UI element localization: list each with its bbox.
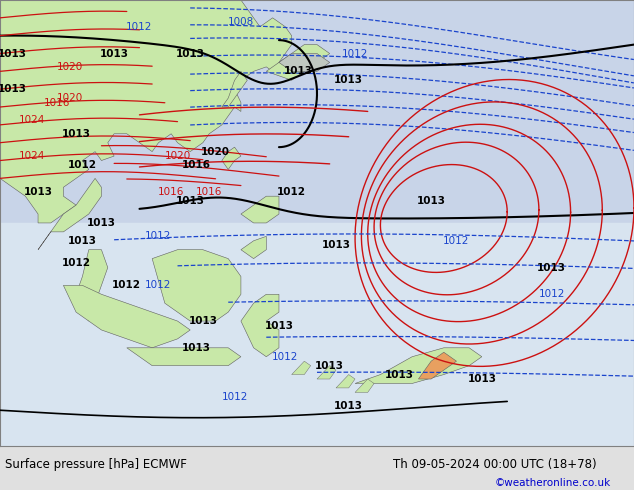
Polygon shape bbox=[241, 196, 279, 223]
Text: 1012: 1012 bbox=[112, 280, 141, 291]
Text: ©weatheronline.co.uk: ©weatheronline.co.uk bbox=[495, 478, 611, 488]
Text: 1013: 1013 bbox=[264, 320, 294, 331]
Polygon shape bbox=[222, 72, 247, 107]
Polygon shape bbox=[222, 147, 241, 170]
Polygon shape bbox=[76, 250, 108, 321]
Text: 1024: 1024 bbox=[18, 151, 45, 161]
Text: 1013: 1013 bbox=[334, 401, 363, 411]
Polygon shape bbox=[0, 0, 292, 223]
Text: 1013: 1013 bbox=[315, 361, 344, 370]
Text: 1020: 1020 bbox=[201, 147, 230, 157]
Polygon shape bbox=[317, 366, 336, 379]
Text: Surface pressure [hPa] ECMWF: Surface pressure [hPa] ECMWF bbox=[5, 458, 187, 471]
Text: 1013: 1013 bbox=[87, 218, 116, 228]
Polygon shape bbox=[279, 53, 330, 72]
Polygon shape bbox=[292, 361, 311, 374]
Polygon shape bbox=[127, 348, 241, 366]
Polygon shape bbox=[63, 285, 190, 348]
Text: 1012: 1012 bbox=[538, 289, 565, 299]
Text: 1013: 1013 bbox=[182, 343, 211, 353]
Text: 1013: 1013 bbox=[417, 196, 446, 206]
Text: 1016: 1016 bbox=[182, 160, 211, 170]
Text: 1013: 1013 bbox=[68, 236, 97, 246]
Text: 1013: 1013 bbox=[61, 129, 91, 139]
Text: 1020: 1020 bbox=[56, 62, 83, 72]
Text: 1012: 1012 bbox=[342, 49, 368, 58]
Text: 1013: 1013 bbox=[100, 49, 129, 58]
Text: 1016: 1016 bbox=[158, 187, 184, 197]
Polygon shape bbox=[355, 379, 374, 392]
Text: 1013: 1013 bbox=[467, 374, 496, 384]
Text: 1016: 1016 bbox=[196, 187, 223, 197]
Text: 1012: 1012 bbox=[68, 160, 97, 170]
Text: 1020: 1020 bbox=[164, 151, 191, 161]
Polygon shape bbox=[241, 236, 266, 259]
Text: 1012: 1012 bbox=[61, 258, 91, 268]
Text: 1013: 1013 bbox=[188, 316, 217, 326]
Text: Th 09-05-2024 00:00 UTC (18+78): Th 09-05-2024 00:00 UTC (18+78) bbox=[393, 458, 597, 471]
Polygon shape bbox=[355, 348, 482, 384]
Polygon shape bbox=[336, 374, 355, 388]
Text: 1013: 1013 bbox=[176, 196, 205, 206]
Text: 1013: 1013 bbox=[385, 369, 414, 380]
Text: 1008: 1008 bbox=[228, 17, 254, 27]
Polygon shape bbox=[266, 45, 330, 80]
Text: 1013: 1013 bbox=[23, 187, 53, 197]
Text: 1013: 1013 bbox=[283, 66, 313, 76]
Text: 1012: 1012 bbox=[221, 392, 248, 402]
Text: 1013: 1013 bbox=[334, 75, 363, 85]
Text: 1013: 1013 bbox=[176, 49, 205, 58]
Text: 1024: 1024 bbox=[18, 115, 45, 125]
Text: 1012: 1012 bbox=[272, 352, 299, 362]
Polygon shape bbox=[152, 250, 241, 321]
Text: 1013: 1013 bbox=[537, 263, 566, 272]
Text: 1013: 1013 bbox=[0, 49, 27, 58]
Polygon shape bbox=[418, 352, 456, 379]
Text: 1012: 1012 bbox=[277, 187, 306, 197]
Text: 1012: 1012 bbox=[145, 231, 172, 242]
Text: 1013: 1013 bbox=[0, 84, 27, 94]
Text: 1013: 1013 bbox=[321, 240, 351, 250]
Polygon shape bbox=[38, 178, 101, 250]
Text: 1020: 1020 bbox=[56, 93, 83, 103]
Polygon shape bbox=[241, 294, 279, 357]
Text: 1012: 1012 bbox=[126, 22, 153, 32]
Text: 1012: 1012 bbox=[145, 280, 172, 291]
Text: 1016: 1016 bbox=[44, 98, 70, 108]
Text: 1012: 1012 bbox=[443, 236, 470, 246]
